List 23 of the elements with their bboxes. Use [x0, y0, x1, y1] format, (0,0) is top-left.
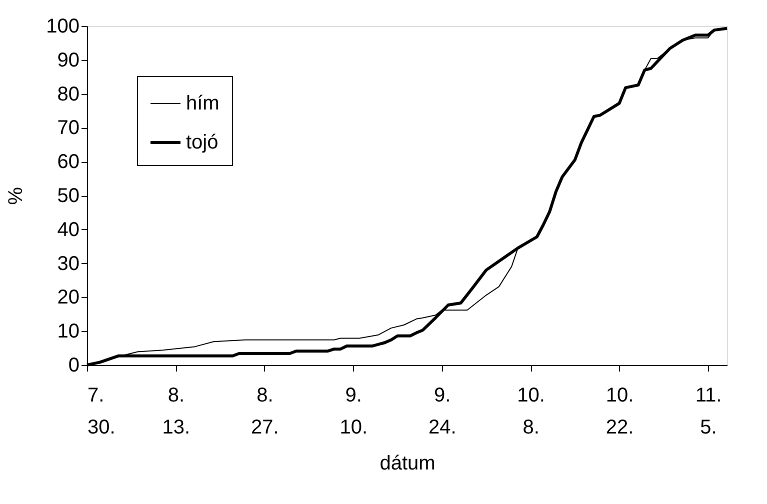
y-tick-label: 20 [57, 286, 80, 309]
legend-label: tojó [186, 132, 218, 154]
y-tick-label: 30 [57, 252, 80, 275]
x-tick-label: 9. 10. [340, 384, 368, 438]
legend-label: hím [186, 92, 220, 114]
x-tick-label: 10. 22. [606, 384, 634, 438]
y-tick-label: 0 [68, 354, 80, 376]
y-tick-label: 100 [46, 16, 80, 38]
y-tick-label: 50 [57, 185, 80, 207]
x-tick-label: 8. 13. [162, 384, 190, 438]
x-tick-label: 11. 5. [695, 384, 722, 438]
y-tick-label: 60 [57, 151, 80, 174]
y-tick-label: 70 [57, 117, 80, 140]
y-tick-label: 10 [57, 320, 80, 343]
x-axis-title: dátum [380, 452, 436, 474]
y-tick-label: 80 [57, 83, 80, 106]
x-tick-label: 7. 30. [88, 384, 116, 438]
y-axis-title: % [5, 186, 28, 205]
x-tick-label: 9. 24. [428, 384, 456, 438]
x-tick-label: 8. 27. [251, 384, 279, 438]
x-tick-label: 10. 8. [517, 384, 545, 438]
y-tick-label: 40 [57, 218, 80, 241]
y-tick-label: 90 [57, 49, 80, 72]
